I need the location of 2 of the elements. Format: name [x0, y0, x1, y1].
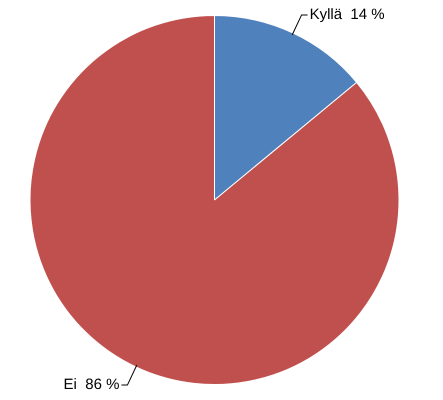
- slice-label: Kyllä 14 %: [310, 6, 385, 24]
- slice-label: Ei 86 %: [64, 376, 120, 394]
